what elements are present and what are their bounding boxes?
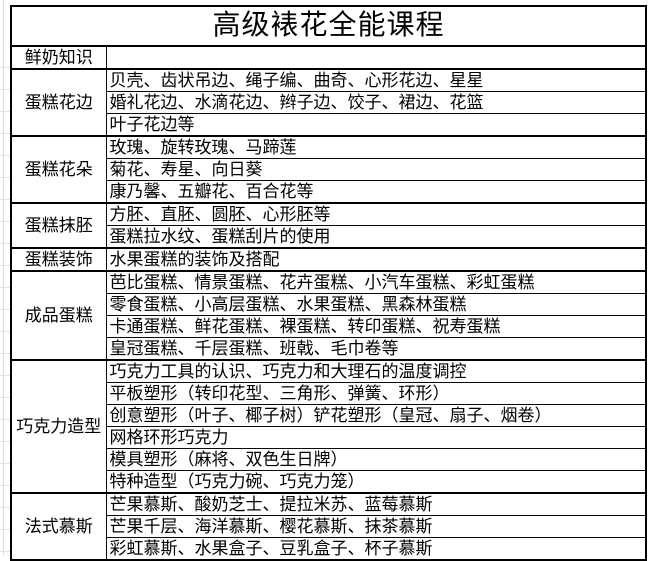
title-row: 高级裱花全能课程 bbox=[10, 5, 647, 47]
category-cell-cake-borders: 蛋糕花边 bbox=[10, 68, 107, 137]
table-row: 蛋糕拉水纹、蛋糕刮片的使用 bbox=[11, 225, 647, 249]
content-cell: 皇冠蛋糕、千层蛋糕、班戟、毛巾卷等 bbox=[105, 337, 647, 361]
content-cell: 叶子花边等 bbox=[105, 113, 647, 137]
table-row: 平板塑形（转印花型、三角形、弹簧、环形） bbox=[11, 382, 647, 405]
table-row: 蛋糕抹胚 方胚、直胚、圆胚、心形胚等 bbox=[10, 202, 647, 249]
table-row: 成品蛋糕 芭比蛋糕、情景蛋糕、花卉蛋糕、小汽车蛋糕、彩虹蛋糕 bbox=[10, 270, 647, 361]
table-row: 法式慕斯 芒果慕斯、酸奶芝士、提拉米苏、蓝莓慕斯 bbox=[10, 492, 647, 561]
table-row: 皇冠蛋糕、千层蛋糕、班戟、毛巾卷等 bbox=[11, 337, 647, 361]
content-cell: 芒果千层、海洋慕斯、樱花慕斯、抹茶慕斯 bbox=[105, 515, 647, 538]
table-row: 模具塑形（麻将、双色生日牌） bbox=[11, 448, 647, 471]
content-cell: 创意塑形（叶子、椰子树）铲花塑形（皇冠、扇子、烟卷） bbox=[105, 404, 647, 427]
table-row: 蛋糕花边 贝壳、齿状吊边、绳子编、曲奇、心形花边、星星 bbox=[10, 68, 647, 137]
table-row: 蛋糕装饰 水果蛋糕的装饰及搭配 bbox=[10, 247, 647, 272]
category-cell-finished-cakes: 成品蛋糕 bbox=[10, 270, 107, 361]
content-cell: 芭比蛋糕、情景蛋糕、花卉蛋糕、小汽车蛋糕、彩虹蛋糕 bbox=[105, 270, 647, 294]
table-row: 创意塑形（叶子、椰子树）铲花塑形（皇冠、扇子、烟卷） bbox=[11, 404, 647, 427]
content-cell: 网格环形巧克力 bbox=[105, 426, 647, 449]
table-row: 婚礼花边、水滴花边、辫子边、饺子、裙边、花篮 bbox=[11, 91, 647, 114]
table-row: 蛋糕花朵 玫瑰、旋转玫瑰、马蹄莲 bbox=[10, 135, 647, 204]
content-cell: 贝壳、齿状吊边、绳子编、曲奇、心形花边、星星 bbox=[105, 68, 647, 92]
content-cell: 零食蛋糕、小高层蛋糕、水果蛋糕、黑森林蛋糕 bbox=[105, 293, 647, 316]
content-cell: 婚礼花边、水滴花边、辫子边、饺子、裙边、花篮 bbox=[105, 91, 647, 114]
table-row: 鲜奶知识 bbox=[10, 45, 647, 70]
table-row: 巧克力造型 巧克力工具的认识、巧克力和大理石的温度调控 bbox=[10, 359, 647, 494]
content-cell: 玫瑰、旋转玫瑰、马蹄莲 bbox=[105, 135, 647, 159]
table-row: 特种造型（巧克力碗、巧克力笼） bbox=[11, 470, 647, 494]
table-row: 卡通蛋糕、鲜花蛋糕、裸蛋糕、转印蛋糕、祝寿蛋糕 bbox=[11, 315, 647, 338]
course-table: 高级裱花全能课程 鲜奶知识 蛋糕花边 贝壳、齿状吊边、绳子编、曲奇、心形花边、星… bbox=[10, 5, 648, 561]
category-cell-cake-icing: 蛋糕抹胚 bbox=[10, 202, 107, 249]
content-cell: 卡通蛋糕、鲜花蛋糕、裸蛋糕、转印蛋糕、祝寿蛋糕 bbox=[105, 315, 647, 338]
content-cell: 康乃馨、五瓣花、百合花等 bbox=[105, 180, 647, 204]
table-row: 康乃馨、五瓣花、百合花等 bbox=[11, 180, 647, 204]
content-cell: 菊花、寿星、向日葵 bbox=[105, 158, 647, 181]
page-title: 高级裱花全能课程 bbox=[10, 5, 647, 47]
category-cell-cake-flowers: 蛋糕花朵 bbox=[10, 135, 107, 204]
content-cell: 方胚、直胚、圆胚、心形胚等 bbox=[105, 202, 647, 226]
content-cell: 蛋糕拉水纹、蛋糕刮片的使用 bbox=[105, 225, 647, 249]
content-cell: 平板塑形（转印花型、三角形、弹簧、环形） bbox=[105, 382, 647, 405]
content-cell: 特种造型（巧克力碗、巧克力笼） bbox=[105, 470, 647, 494]
content-cell: 彩虹慕斯、水果盒子、豆乳盒子、杯子慕斯 bbox=[105, 537, 647, 561]
category-cell-cake-decoration: 蛋糕装饰 bbox=[10, 247, 107, 272]
content-cell: 水果蛋糕的装饰及搭配 bbox=[105, 247, 647, 272]
category-cell-fresh-cream: 鲜奶知识 bbox=[10, 45, 107, 70]
content-cell: 模具塑形（麻将、双色生日牌） bbox=[105, 448, 647, 471]
table-row: 芒果千层、海洋慕斯、樱花慕斯、抹茶慕斯 bbox=[11, 515, 647, 538]
table-row: 叶子花边等 bbox=[11, 113, 647, 137]
content-cell bbox=[105, 45, 647, 70]
table-row: 网格环形巧克力 bbox=[11, 426, 647, 449]
content-cell: 巧克力工具的认识、巧克力和大理石的温度调控 bbox=[105, 359, 647, 383]
content-cell: 芒果慕斯、酸奶芝士、提拉米苏、蓝莓慕斯 bbox=[105, 492, 647, 516]
category-cell-french-mousse: 法式慕斯 bbox=[10, 492, 107, 561]
category-cell-chocolate-shapes: 巧克力造型 bbox=[10, 359, 107, 494]
table-row: 菊花、寿星、向日葵 bbox=[11, 158, 647, 181]
table-row: 零食蛋糕、小高层蛋糕、水果蛋糕、黑森林蛋糕 bbox=[11, 293, 647, 316]
excel-gridline-ticks bbox=[0, 46, 10, 553]
table-row: 彩虹慕斯、水果盒子、豆乳盒子、杯子慕斯 bbox=[11, 537, 647, 561]
